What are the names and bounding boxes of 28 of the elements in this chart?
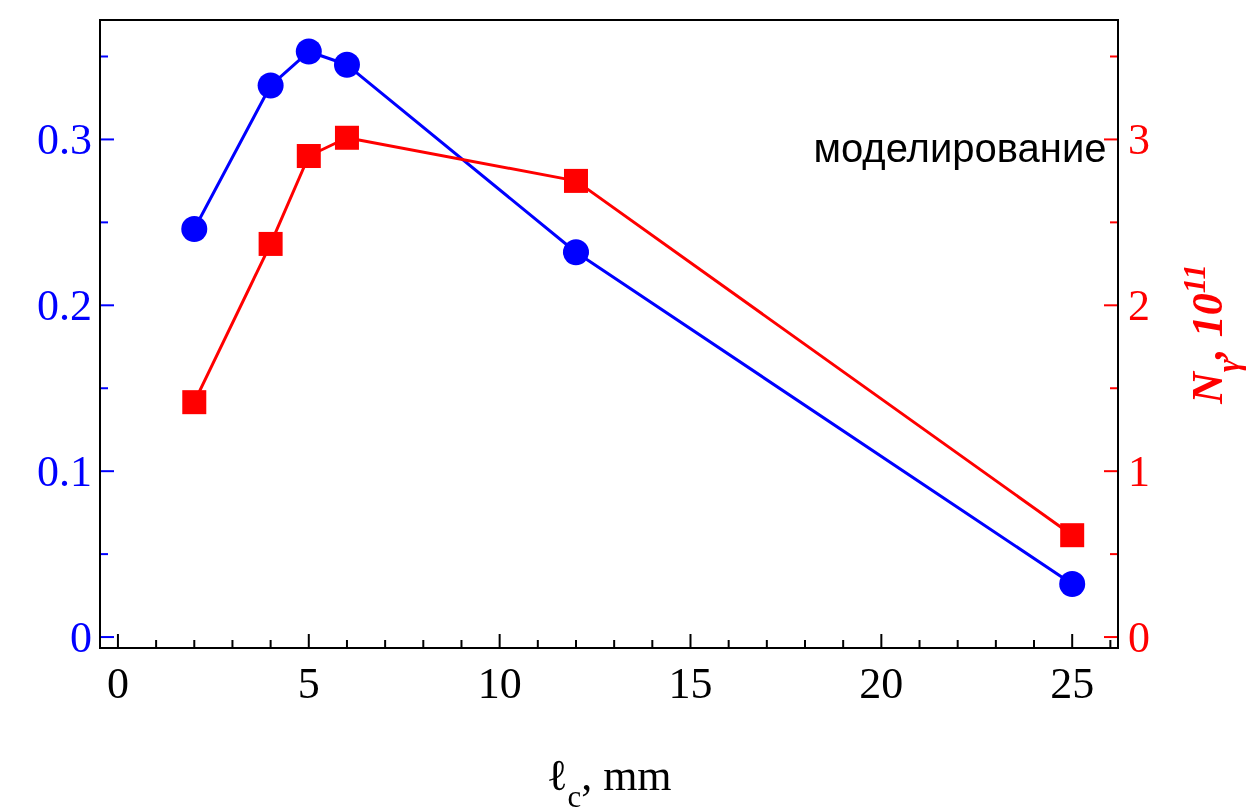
y2-tick-label: 2 bbox=[1128, 281, 1150, 331]
point bbox=[562, 239, 589, 266]
y2-tick-label: 3 bbox=[1128, 115, 1150, 165]
y-tick-label: 0.2 bbox=[37, 281, 92, 331]
point bbox=[333, 51, 360, 78]
y-tick-label: 0 bbox=[70, 613, 92, 663]
point bbox=[182, 390, 207, 415]
point bbox=[295, 38, 322, 65]
x-tick-label: 5 bbox=[297, 659, 320, 708]
x-axis-title: ℓ$_{c}$, mm bbox=[546, 751, 672, 809]
y2-tick-label: 0 bbox=[1128, 613, 1150, 663]
x-tick-label: 15 bbox=[668, 659, 713, 708]
point bbox=[1060, 523, 1085, 548]
x-tick-label: 25 bbox=[1050, 659, 1095, 708]
annotation: моделирование bbox=[813, 126, 1107, 170]
x-tick-label: 20 bbox=[859, 659, 904, 708]
point bbox=[181, 216, 208, 242]
point bbox=[334, 125, 359, 150]
point bbox=[563, 168, 588, 193]
point bbox=[1059, 570, 1086, 597]
point bbox=[257, 72, 284, 99]
point bbox=[258, 231, 283, 256]
point bbox=[296, 144, 321, 169]
y-tick-label: 0.1 bbox=[37, 447, 92, 497]
x-tick-label: 10 bbox=[477, 659, 522, 708]
x-tick-label: 0 bbox=[106, 659, 129, 708]
y-tick-label: 0.3 bbox=[37, 115, 92, 165]
y2-tick-label: 1 bbox=[1128, 447, 1150, 497]
